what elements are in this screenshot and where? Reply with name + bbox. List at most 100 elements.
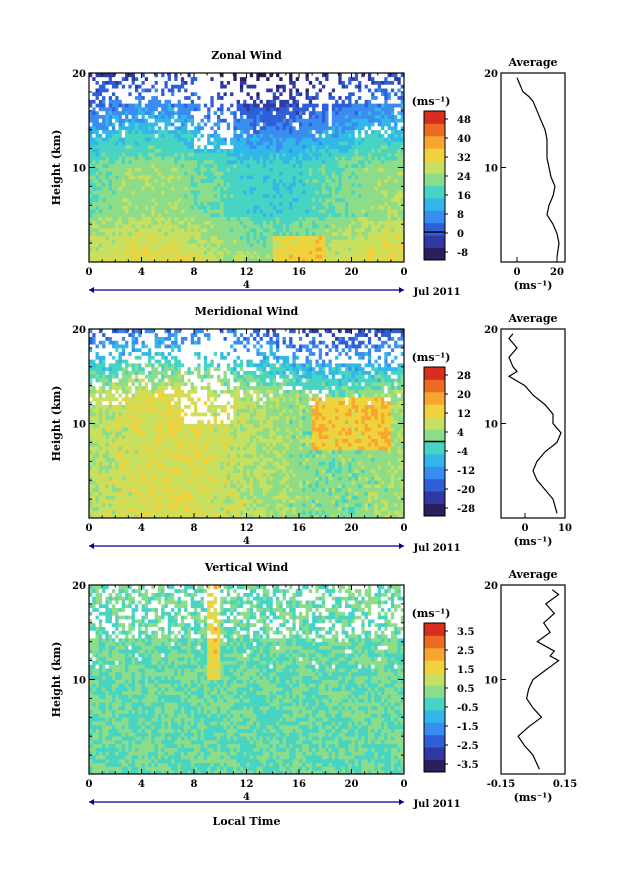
heatmap-cell xyxy=(358,246,362,252)
heatmap-cell xyxy=(220,133,224,138)
heatmap-cell xyxy=(279,239,283,244)
heatmap-cell xyxy=(387,197,392,202)
heatmap-cell xyxy=(371,73,375,78)
heatmap-cell xyxy=(92,201,96,206)
heatmap-cell xyxy=(256,193,261,199)
heatmap-cell xyxy=(348,250,352,255)
heatmap-cell xyxy=(371,80,375,85)
heatmap-cell xyxy=(220,212,224,218)
heatmap-cell xyxy=(295,246,300,252)
heatmap-cell xyxy=(184,156,188,161)
heatmap-cell xyxy=(312,250,316,255)
heatmap-cell xyxy=(312,118,316,123)
heatmap-cell xyxy=(397,73,402,78)
heatmap-cell xyxy=(161,220,165,225)
heatmap-cell xyxy=(148,197,152,202)
heatmap-cell xyxy=(118,88,123,93)
heatmap-cell xyxy=(361,88,366,93)
heatmap-cell xyxy=(203,76,208,81)
heatmap-cell xyxy=(361,224,366,229)
heatmap-cell xyxy=(249,110,254,115)
heatmap-cell xyxy=(177,84,182,89)
heatmap-cell xyxy=(226,159,231,165)
heatmap-cell xyxy=(138,122,142,127)
heatmap-cell xyxy=(197,107,201,112)
heatmap-cell xyxy=(305,156,310,161)
heatmap-cell xyxy=(377,156,382,161)
heatmap-cell xyxy=(299,84,303,89)
heatmap-cell xyxy=(390,231,395,236)
heatmap-cell xyxy=(262,125,267,131)
heatmap-cell xyxy=(157,220,162,225)
heatmap-cell xyxy=(344,73,349,78)
heatmap-cell xyxy=(338,125,343,131)
heatmap-cell xyxy=(335,95,339,100)
heatmap-cell xyxy=(203,110,208,115)
heatmap-cell xyxy=(292,182,297,187)
heatmap-cell xyxy=(325,197,329,202)
heatmap-cell xyxy=(177,80,182,85)
heatmap-cell xyxy=(292,246,297,252)
heatmap-cell xyxy=(256,171,261,176)
heatmap-cell xyxy=(154,250,159,255)
heatmap-cell xyxy=(292,95,297,100)
heatmap-cell xyxy=(203,250,208,255)
heatmap-cell xyxy=(118,182,123,187)
heatmap-cell xyxy=(128,209,133,214)
heatmap-cell xyxy=(394,209,398,214)
heatmap-cell xyxy=(308,91,313,97)
heatmap-cell xyxy=(276,129,280,134)
heatmap-cell xyxy=(144,84,149,89)
heatmap-cell xyxy=(213,122,218,127)
heatmap-cell xyxy=(361,235,366,240)
heatmap-cell xyxy=(308,144,313,149)
heatmap-cell xyxy=(279,178,283,184)
heatmap-cell xyxy=(325,205,329,210)
heatmap-cell xyxy=(272,186,277,191)
heatmap-cell xyxy=(236,201,241,206)
heatmap-cell xyxy=(351,76,356,81)
heatmap-cell xyxy=(331,129,336,134)
heatmap-cell xyxy=(308,190,313,195)
heatmap-cell xyxy=(128,246,133,252)
heatmap-cell xyxy=(207,110,211,115)
heatmap-cell xyxy=(161,114,165,119)
heatmap-cell xyxy=(312,129,316,134)
heatmap-cell xyxy=(89,480,93,485)
heatmap-cell xyxy=(387,193,392,199)
heatmap-cell xyxy=(200,224,205,229)
heatmap-cell xyxy=(371,125,375,131)
heatmap-cell xyxy=(312,133,316,138)
heatmap-cell xyxy=(144,125,149,131)
heatmap-cell xyxy=(89,457,93,462)
heatmap-cell xyxy=(390,137,395,142)
heatmap-cell xyxy=(377,205,382,210)
heatmap-cell xyxy=(249,239,254,244)
heatmap-cell xyxy=(236,209,241,214)
heatmap-cell xyxy=(174,258,178,263)
heatmap-cell xyxy=(213,246,218,252)
heatmap-cell xyxy=(98,84,103,89)
heatmap-cell xyxy=(276,235,280,240)
heatmap-cell xyxy=(302,141,306,146)
heatmap-cell xyxy=(279,114,283,119)
heatmap-cell xyxy=(321,91,326,97)
heatmap-cell xyxy=(295,201,300,206)
heatmap-cell xyxy=(243,239,247,244)
heatmap-cell xyxy=(187,254,192,259)
heatmap-cell xyxy=(194,80,198,85)
heatmap-cell xyxy=(344,167,349,172)
heatmap-cell xyxy=(384,144,388,149)
heatmap-cell xyxy=(161,175,165,180)
heatmap-cell xyxy=(89,381,93,387)
heatmap-cell xyxy=(269,110,274,115)
heatmap-cell xyxy=(259,201,264,206)
heatmap-cell xyxy=(331,156,336,161)
heatmap-cell xyxy=(269,220,274,225)
heatmap-cell xyxy=(108,175,113,180)
heatmap-cell xyxy=(108,235,113,240)
heatmap-cell xyxy=(351,133,356,138)
heatmap-cell xyxy=(325,243,329,248)
heatmap-cell xyxy=(335,152,339,157)
heatmap-cell xyxy=(279,118,283,123)
